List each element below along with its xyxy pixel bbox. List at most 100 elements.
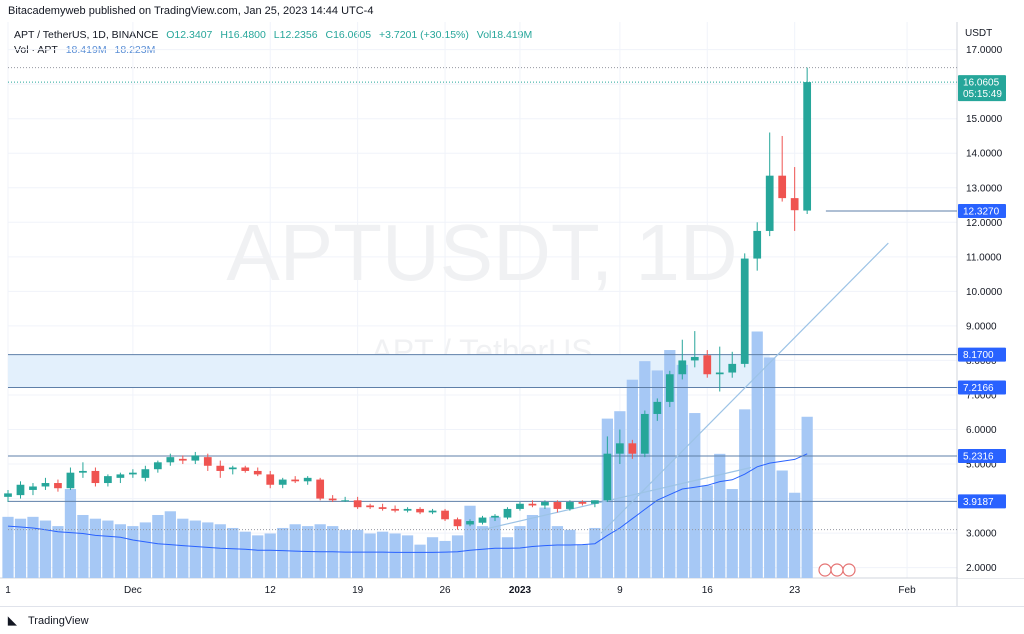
volume-bar-0 [2, 516, 14, 578]
volume-bar-44 [551, 526, 564, 578]
price-tick-11: 6.0000 [966, 425, 997, 436]
candle-body-19 [241, 467, 250, 471]
volume-ma-line [7, 453, 808, 553]
candle-26 [328, 495, 337, 503]
volume-bar-7 [89, 518, 102, 578]
chart-watermark: APTUSDT, 1D APT / TetherUS [226, 208, 737, 369]
volume-bar-18 [227, 527, 239, 578]
volume-bar-41 [514, 526, 526, 578]
candle-5 [66, 467, 75, 490]
tradingview-logo-icon[interactable]: ◣ [8, 615, 17, 627]
price-label-4: 5.2316 [958, 449, 1006, 464]
candle-body-54 [678, 360, 687, 375]
candle-16 [203, 453, 212, 471]
publisher-bar: Bitacademyweb published on TradingView.c… [0, 0, 1024, 22]
price-label-bg-0 [958, 75, 1006, 102]
candle-9 [116, 472, 125, 484]
candle-body-35 [441, 510, 449, 520]
candle-body-27 [341, 500, 350, 502]
legend-ohlc-line: APT / TetherUS, 1D, BINANCE O12.3407 H16… [14, 28, 537, 43]
candle-body-11 [141, 469, 150, 478]
candle-body-22 [278, 479, 287, 485]
time-tick-5: 2023 [509, 585, 532, 596]
time-tick-7: 16 [702, 585, 714, 596]
candle-body-20 [253, 470, 262, 475]
candle-33 [416, 507, 424, 515]
candle-body-38 [478, 517, 487, 523]
candle-32 [403, 507, 412, 513]
candle-body-6 [79, 470, 87, 473]
price-label-text-0: 16.0605 [963, 78, 1000, 89]
price-axis: USDT17.000016.000015.000014.000013.00001… [958, 22, 1024, 578]
legend-close: C16.0605 [325, 29, 372, 41]
volume-bar-38 [476, 526, 489, 578]
time-tick-8: 23 [789, 585, 801, 596]
candle-body-30 [378, 507, 387, 509]
volume-bar-40 [501, 537, 514, 578]
candle-28 [353, 496, 362, 509]
candle-46 [578, 500, 587, 506]
price-label-text-4: 5.2316 [963, 452, 994, 463]
price-label-5: 3.9187 [958, 494, 1006, 509]
candle-23 [291, 476, 300, 484]
candle-50 [628, 439, 637, 459]
candle-54 [678, 339, 687, 380]
volume-bar-9 [114, 524, 127, 578]
time-tick-4: 26 [439, 585, 451, 596]
candle-21 [266, 470, 275, 489]
price-chart[interactable]: APTUSDT, 1D APT / TetherUS USDT17.000016… [0, 22, 1024, 606]
candle-36 [453, 517, 462, 530]
price-tick-0: 17.0000 [966, 45, 1003, 56]
time-tick-6: 9 [617, 585, 623, 596]
time-tick-1: Dec [124, 585, 142, 596]
price-label-countdown: 05:15:49 [963, 89, 1002, 100]
candle-body-39 [491, 515, 499, 518]
volume-bar-46 [576, 544, 589, 578]
candle-2 [29, 483, 37, 496]
volume-bar-34 [426, 537, 439, 578]
candle-15 [191, 451, 200, 465]
candle-60 [753, 222, 762, 271]
candle-body-52 [653, 401, 662, 414]
candle-44 [553, 500, 562, 513]
candle-8 [104, 474, 112, 487]
volume-bar-25 [314, 524, 326, 578]
candle-48 [603, 436, 612, 503]
footer: ◣ TradingView [0, 606, 1024, 634]
legend-low: L12.2356 [273, 29, 318, 41]
candle-61 [765, 132, 774, 237]
candle-17 [216, 460, 225, 478]
candle-35 [441, 508, 449, 522]
candle-39 [491, 514, 499, 522]
candle-body-2 [29, 486, 37, 490]
candle-1 [16, 481, 25, 499]
volume-bar-24 [302, 526, 314, 578]
footer-brand[interactable]: TradingView [28, 615, 89, 627]
event-icon-3 [842, 563, 856, 577]
candle-0 [4, 489, 12, 503]
candle-body-15 [191, 455, 200, 461]
event-icons [818, 563, 856, 577]
volume-bar-21 [264, 533, 276, 578]
candle-41 [516, 502, 524, 511]
candle-53 [665, 370, 674, 408]
volume-bar-12 [152, 514, 164, 578]
volume-bar-4 [52, 526, 64, 578]
candle-64 [803, 67, 812, 215]
candle-31 [391, 505, 399, 513]
volume-bar-22 [277, 527, 289, 578]
candle-body-40 [503, 508, 512, 518]
candle-18 [228, 465, 237, 475]
volume-bar-64 [801, 416, 813, 578]
volume-bar-56 [701, 485, 713, 578]
candle-body-17 [216, 465, 225, 471]
candle-30 [378, 503, 387, 511]
candle-body-56 [703, 355, 712, 375]
price-label-text-3: 7.2166 [963, 383, 994, 394]
volume-bar-3 [39, 520, 52, 578]
volume-bar-61 [764, 357, 776, 578]
volume-bar-33 [414, 544, 426, 578]
candle-body-64 [803, 82, 812, 211]
